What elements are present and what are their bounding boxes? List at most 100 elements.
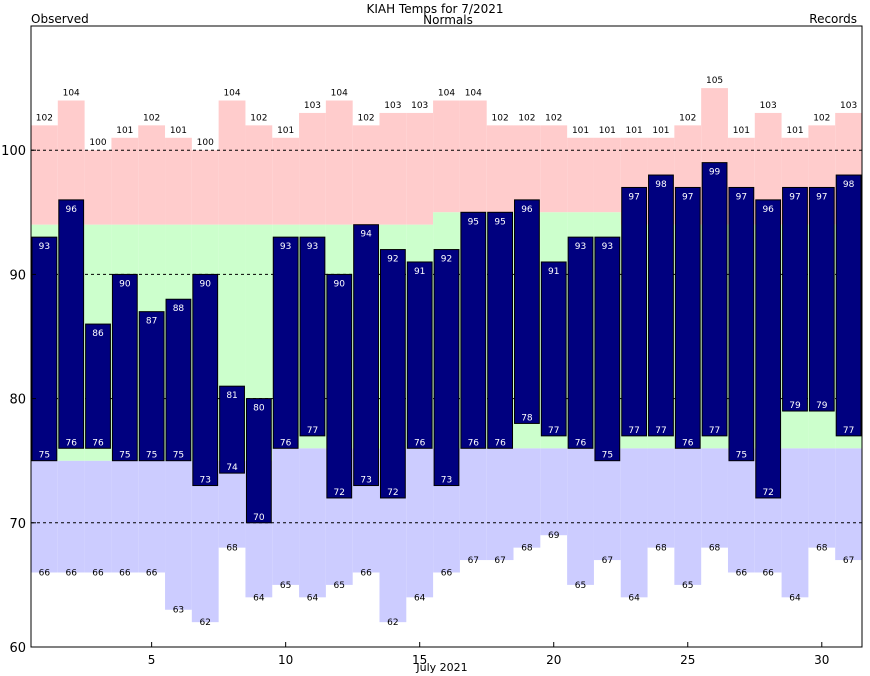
observed-low-label: 73 (441, 476, 452, 486)
observed-high-label: 97 (736, 192, 747, 202)
record-high-label: 102 (357, 113, 374, 123)
record-high-label: 101 (116, 126, 133, 136)
observed-high-label: 90 (119, 279, 131, 289)
x-tick-label: 30 (814, 653, 829, 667)
x-axis-label: July 2021 (415, 661, 467, 674)
x-tick-label: 20 (546, 653, 561, 667)
legend-records: Records (809, 12, 857, 26)
record-low-label: 65 (682, 581, 693, 591)
record-low-label: 67 (468, 556, 479, 566)
record-low-band (727, 448, 755, 573)
record-low-band (191, 460, 219, 623)
observed-high-label: 98 (843, 180, 855, 190)
x-tick-label: 25 (680, 653, 695, 667)
observed-high-label: 95 (494, 217, 505, 227)
record-low-label: 69 (548, 531, 560, 541)
record-high-label: 102 (545, 113, 562, 123)
observed-low-label: 78 (521, 413, 533, 423)
record-high-label: 103 (384, 101, 401, 111)
record-low-band (647, 448, 675, 548)
observed-low-label: 76 (414, 438, 426, 448)
observed-high-label: 92 (387, 255, 398, 265)
observed-high-label: 90 (200, 279, 212, 289)
record-high-band (433, 100, 460, 213)
observed-high-label: 93 (575, 242, 586, 252)
observed-high-label: 96 (762, 205, 774, 215)
observed-bar (514, 199, 540, 424)
record-low-label: 65 (334, 581, 345, 591)
observed-low-label: 73 (360, 476, 371, 486)
observed-low-label: 77 (843, 426, 854, 436)
observed-bar (728, 186, 755, 462)
observed-high-label: 96 (65, 205, 77, 215)
observed-low-label: 75 (119, 451, 130, 461)
record-high-label: 101 (652, 126, 669, 136)
record-low-label: 68 (226, 544, 238, 554)
observed-high-label: 81 (226, 391, 237, 401)
observed-high-label: 90 (334, 279, 346, 289)
record-low-label: 68 (816, 544, 828, 554)
observed-bar (219, 385, 245, 474)
observed-layer (31, 162, 862, 524)
observed-high-label: 80 (253, 404, 265, 414)
record-low-label: 67 (494, 556, 505, 566)
observed-bar (353, 224, 379, 487)
observed-low-label: 77 (548, 426, 559, 436)
observed-bar (755, 199, 782, 499)
observed-low-label: 76 (92, 438, 104, 448)
observed-low-label: 75 (736, 451, 747, 461)
observed-high-label: 93 (39, 242, 50, 252)
observed-low-label: 79 (816, 401, 828, 411)
record-high-band (540, 125, 568, 213)
value-labels: 102 66 93 75 104 66 96 76 100 66 86 76 101 66 90 75 102 6… (36, 76, 857, 628)
record-high-label: 101 (599, 126, 616, 136)
observed-low-label: 76 (575, 438, 587, 448)
y-tick-label: 70 (9, 517, 26, 532)
observed-bar (326, 273, 353, 499)
observed-bar (165, 298, 192, 462)
record-high-band (31, 125, 58, 225)
observed-low-label: 70 (253, 513, 265, 523)
observed-bar (808, 186, 835, 412)
plot-frame (30, 25, 863, 648)
record-high-label: 102 (679, 113, 696, 123)
record-high-label: 102 (518, 113, 535, 123)
record-low-band (674, 448, 702, 585)
y-tick-label: 80 (9, 393, 26, 408)
record-low-label: 64 (789, 593, 801, 603)
record-high-label: 101 (733, 126, 750, 136)
record-high-label: 103 (760, 101, 777, 111)
observed-low-label: 74 (226, 463, 238, 473)
observed-bar (621, 186, 648, 437)
record-low-label: 68 (655, 544, 667, 554)
record-low-band (57, 460, 85, 573)
record-low-band (540, 448, 568, 536)
record-low-label: 67 (602, 556, 613, 566)
observed-low-label: 76 (682, 438, 694, 448)
record-low-band (835, 448, 862, 561)
legend-observed: Observed (31, 12, 89, 26)
record-high-label: 101 (572, 126, 589, 136)
observed-high-label: 97 (816, 192, 827, 202)
record-high-label: 103 (411, 101, 428, 111)
record-high-band (84, 150, 112, 225)
record-high-band (459, 100, 487, 213)
record-low-band (567, 448, 594, 585)
record-high-band (406, 112, 434, 225)
observed-low-label: 79 (789, 401, 801, 411)
observed-low-label: 77 (709, 426, 720, 436)
record-low-label: 62 (387, 618, 398, 628)
observed-high-label: 92 (441, 255, 452, 265)
record-high-band (138, 125, 166, 225)
record-high-band (486, 125, 514, 213)
observed-high-label: 86 (92, 329, 104, 339)
observed-low-label: 75 (39, 451, 50, 461)
record-high-label: 104 (223, 89, 240, 99)
observed-low-label: 76 (280, 438, 292, 448)
record-low-label: 65 (280, 581, 291, 591)
observed-high-label: 98 (655, 180, 667, 190)
observed-high-label: 93 (602, 242, 613, 252)
x-tick-label: 15 (412, 653, 427, 667)
record-high-label: 101 (626, 126, 643, 136)
